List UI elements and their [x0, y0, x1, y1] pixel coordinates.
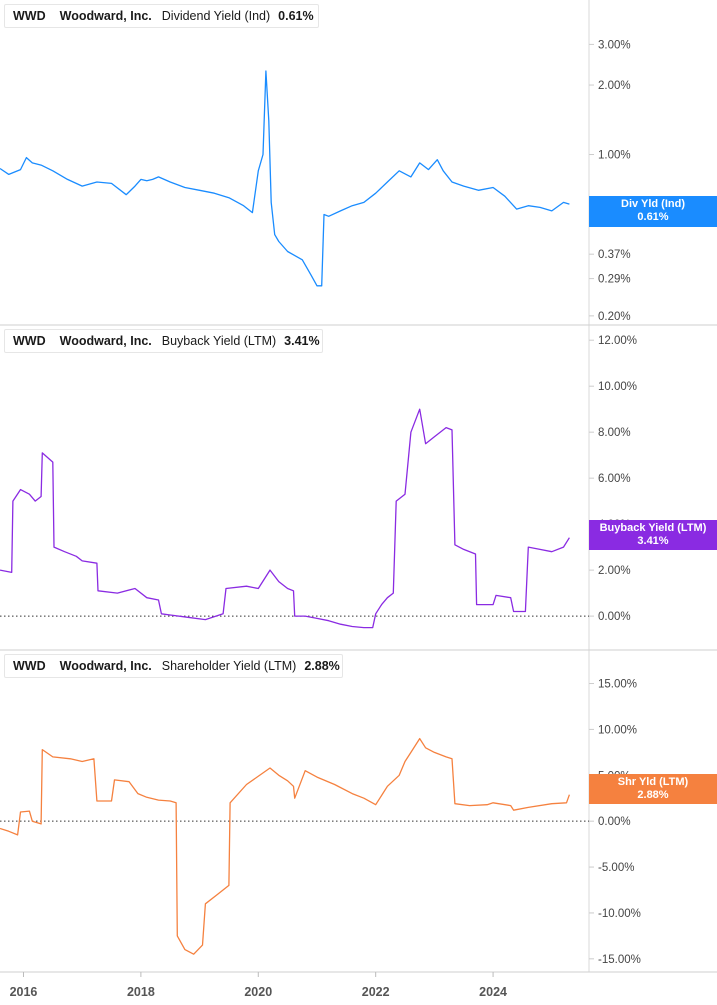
tag-value: 0.61%: [637, 211, 669, 223]
y-tick-label: 15.00%: [598, 679, 637, 691]
y-tick-label: 2.00%: [598, 565, 631, 577]
legend-metric: Dividend Yield (Ind): [161, 9, 271, 23]
current-value-tag-buyback: Buyback Yield (LTM) 3.41%: [589, 520, 717, 550]
series-line-dividend: [0, 70, 570, 287]
y-tick-label: 2.00%: [598, 80, 631, 92]
y-tick-label: 0.37%: [598, 249, 631, 261]
y-tick-label: 3.00%: [598, 39, 631, 51]
y-tick-label: -5.00%: [598, 862, 634, 874]
legend-shareholder-yield: WWD Woodward, Inc. Shareholder Yield (LT…: [4, 654, 343, 678]
legend-company: Woodward, Inc.: [59, 659, 152, 673]
tag-label: Buyback Yield (LTM): [599, 522, 707, 534]
legend-metric: Shareholder Yield (LTM): [161, 659, 297, 673]
legend-ticker: WWD: [13, 9, 46, 23]
x-tick-label: 2022: [362, 985, 390, 999]
legend-metric: Buyback Yield (LTM): [161, 334, 277, 348]
y-tick-label: 1.00%: [598, 150, 631, 162]
tag-label: Shr Yld (LTM): [617, 776, 689, 788]
x-tick-label: 2020: [244, 985, 272, 999]
y-tick-label: 10.00%: [598, 724, 637, 736]
legend-dividend-yield: WWD Woodward, Inc. Dividend Yield (Ind) …: [4, 4, 319, 28]
series-line-buyback: [0, 408, 570, 629]
tag-value: 2.88%: [637, 789, 669, 801]
y-tick-label: 10.00%: [598, 381, 637, 393]
y-tick-label: 6.00%: [598, 473, 631, 485]
legend-ticker: WWD: [13, 334, 46, 348]
y-tick-label: -15.00%: [598, 954, 641, 966]
x-tick-label: 2016: [10, 985, 38, 999]
legend-value: 2.88%: [304, 659, 340, 673]
legend-value: 3.41%: [284, 334, 320, 348]
legend-value: 0.61%: [278, 9, 314, 23]
y-tick-label: 0.00%: [598, 611, 631, 623]
y-tick-label: 0.20%: [598, 311, 631, 323]
y-tick-label: 0.00%: [598, 816, 631, 828]
y-tick-label: 12.00%: [598, 335, 637, 347]
legend-company: Woodward, Inc.: [59, 334, 152, 348]
y-tick-label: -10.00%: [598, 908, 641, 920]
legend-company: Woodward, Inc.: [59, 9, 152, 23]
tag-value: 3.41%: [637, 535, 669, 547]
x-tick-label: 2018: [127, 985, 155, 999]
current-value-tag-dividend: Div Yld (Ind) 0.61%: [589, 196, 717, 227]
legend-buyback-yield: WWD Woodward, Inc. Buyback Yield (LTM) 3…: [4, 329, 323, 353]
series-line-shareholder: [0, 737, 571, 955]
y-tick-label: 0.29%: [598, 274, 631, 286]
current-value-tag-shareholder: Shr Yld (LTM) 2.88%: [589, 774, 717, 804]
tag-label: Div Yld (Ind): [621, 198, 685, 210]
x-tick-label: 2024: [479, 985, 507, 999]
y-tick-label: 8.00%: [598, 427, 631, 439]
legend-ticker: WWD: [13, 659, 46, 673]
